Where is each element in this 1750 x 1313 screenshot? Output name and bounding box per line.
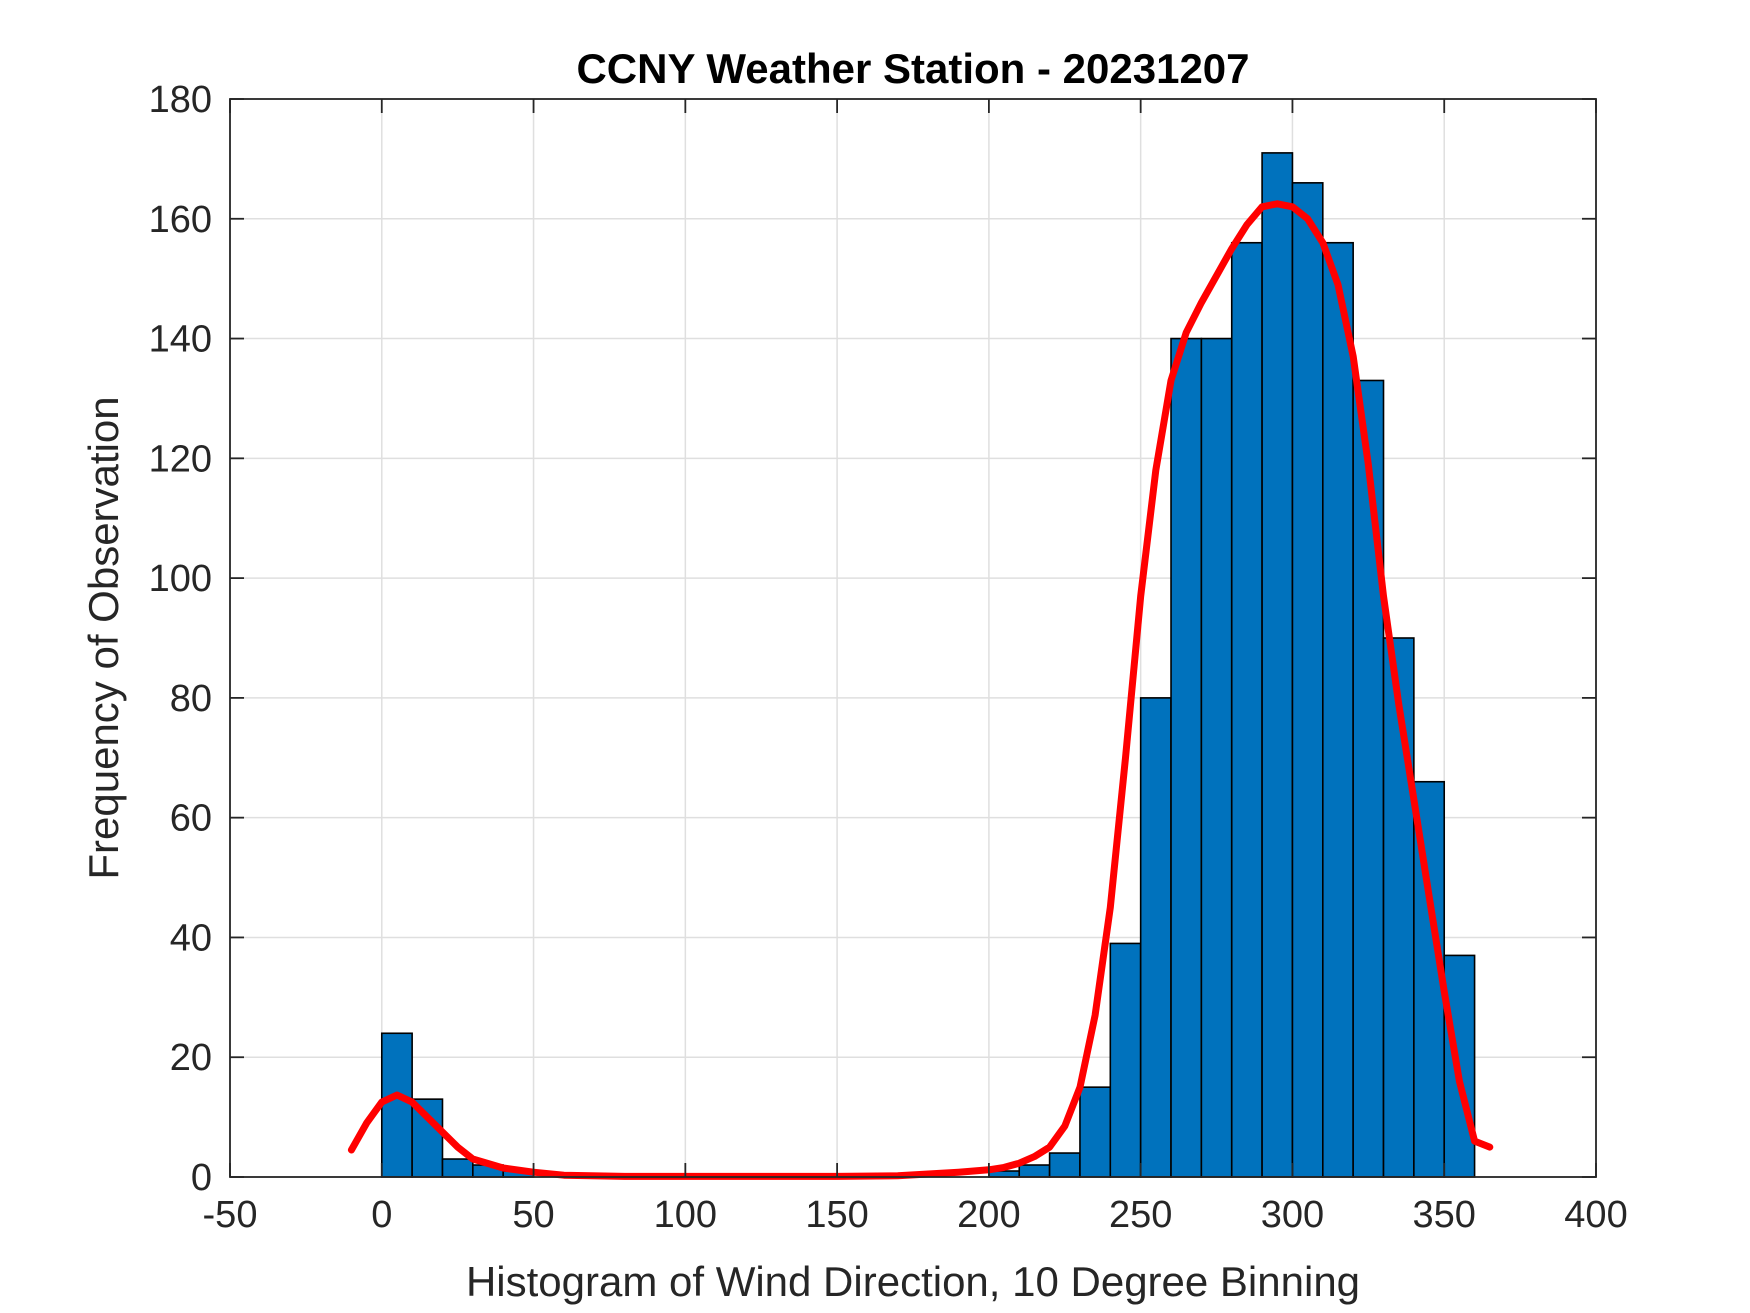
y-axis-label: Frequency of Observation: [80, 396, 127, 879]
histogram-bar: [441, 1158, 474, 1178]
y-tick-label: 120: [149, 438, 212, 480]
histogram-bar: [1261, 152, 1294, 1178]
fit-curve-layer: [347, 200, 1494, 1180]
y-tick-label: 80: [170, 678, 212, 720]
y-tick-label: 160: [149, 199, 212, 241]
histogram-bars: [380, 152, 1476, 1178]
histogram-bar: [1291, 182, 1324, 1178]
axes-box: [229, 98, 1597, 1178]
histogram-bar: [411, 1098, 444, 1178]
y-tick-label: 0: [191, 1157, 212, 1199]
x-tick-label: 0: [371, 1194, 392, 1236]
y-tick-label: 40: [170, 917, 212, 959]
histogram-bar: [1322, 241, 1354, 1178]
y-tick-label: 60: [170, 798, 212, 840]
axes: [229, 98, 1597, 1178]
chart-title: CCNY Weather Station - 20231207: [576, 45, 1249, 92]
x-tick-label: 250: [1109, 1194, 1172, 1236]
x-tick-label: 50: [512, 1194, 554, 1236]
y-tick-label: 100: [149, 558, 212, 600]
histogram-bar: [1352, 379, 1385, 1178]
histogram-bar: [380, 1032, 413, 1178]
y-tick-label: 180: [149, 79, 212, 121]
histogram-bar: [1230, 241, 1263, 1178]
histogram-bar: [1048, 1152, 1081, 1178]
fit-curve-line: [347, 200, 1494, 1180]
x-tick-label: -50: [203, 1194, 258, 1236]
tick-labels: -50 0 50 100 150 200 250 300 350 4000204060801001…: [149, 79, 1628, 1236]
histogram-bar: [1200, 337, 1233, 1178]
histogram-bar: [1079, 1086, 1112, 1178]
x-tick-label: 150: [805, 1194, 868, 1236]
histogram-bar: [1018, 1164, 1051, 1178]
x-tick-label: 350: [1413, 1194, 1476, 1236]
x-tick-label: 200: [957, 1194, 1020, 1236]
x-tick-label: 100: [654, 1194, 717, 1236]
y-tick-label: 140: [149, 319, 212, 361]
x-tick-label: 300: [1261, 1194, 1324, 1236]
x-tick-label: 400: [1564, 1194, 1627, 1236]
y-tick-label: 20: [170, 1037, 212, 1079]
histogram-bar: [1170, 337, 1203, 1178]
histogram-bar: [1109, 942, 1142, 1178]
x-axis-label: Histogram of Wind Direction, 10 Degree B…: [466, 1258, 1360, 1305]
histogram-bar: [1139, 697, 1172, 1178]
